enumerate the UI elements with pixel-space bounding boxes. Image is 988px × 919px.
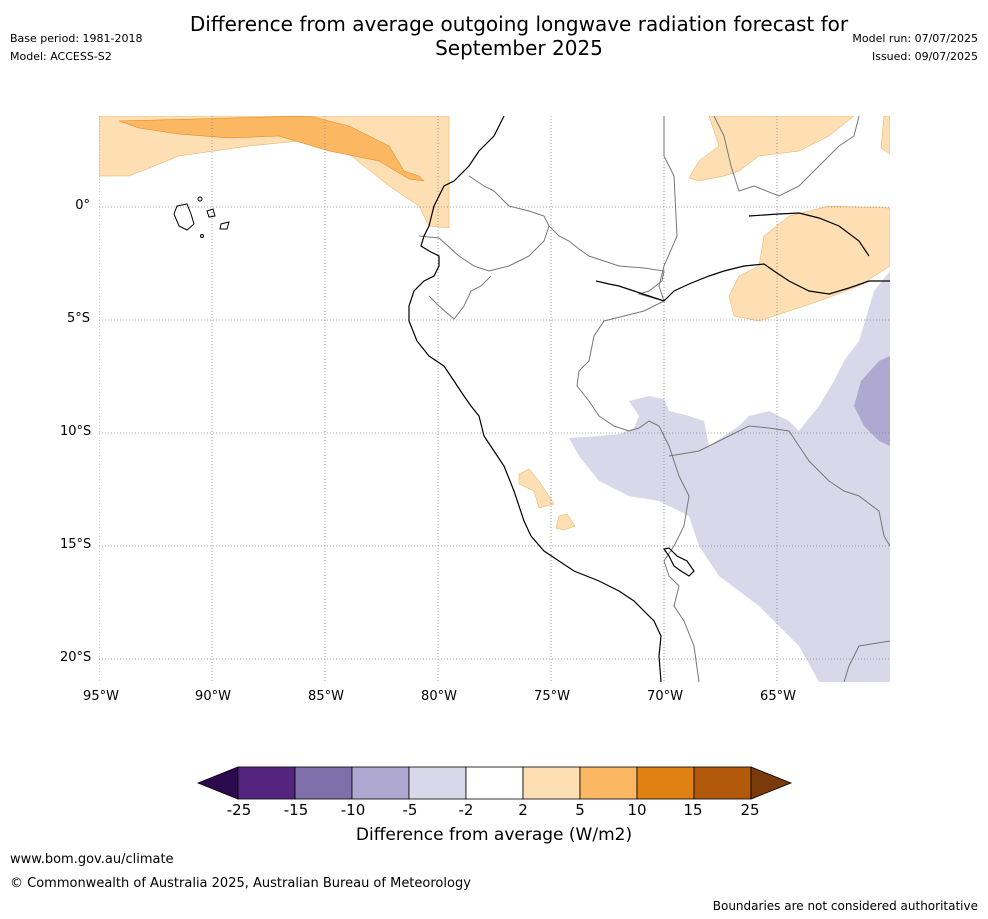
anomaly-area-ocean-1: [518, 468, 555, 509]
anomaly-area-ne: [688, 116, 855, 182]
colorbar-tick: -15: [283, 801, 309, 819]
river-amazon: [595, 263, 890, 302]
meta-right: Model run: 07/07/2025 Issued: 09/07/2025: [852, 30, 978, 66]
country-borders: [418, 116, 890, 682]
negative-anomaly-areas: [569, 271, 890, 682]
anomaly-area-orange: [118, 116, 425, 182]
lon-label-65w: 65°W: [760, 689, 796, 704]
lat-label-15s: 15°S: [60, 537, 92, 552]
lon-label-85w: 85°W: [308, 689, 344, 704]
lon-label-90w: 90°W: [195, 689, 231, 704]
coast-pacific: [408, 116, 662, 682]
footer-url[interactable]: www.bom.gov.au/climate: [10, 852, 174, 867]
border-ne: [713, 116, 860, 197]
colorbar-label: Difference from average (W/m2): [355, 825, 633, 845]
anomaly-area-violet: [854, 356, 890, 446]
border-peru-lower: [428, 275, 492, 320]
colorbar-segment: [408, 766, 467, 800]
lon-label-95w: 95°W: [83, 689, 119, 704]
anomaly-map: [99, 116, 890, 682]
anomaly-area-lavender: [569, 271, 890, 682]
river-negro: [748, 212, 870, 257]
lat-label-10s: 10°S: [60, 424, 92, 439]
base-period: Base period: 1981-2018: [10, 32, 143, 45]
border-se: [843, 640, 890, 682]
colorbar-segment: [465, 766, 524, 800]
colorbar-arrow-low: [196, 766, 239, 800]
colorbar-arrow-high: [750, 766, 793, 800]
lon-label-70w: 70°W: [647, 689, 683, 704]
island-santa-cruz: [206, 208, 216, 218]
issued-date: Issued: 09/07/2025: [871, 50, 978, 63]
galapagos-islands: [173, 196, 230, 238]
colorbar-tick: -2: [458, 801, 474, 819]
colorbar: [196, 766, 793, 800]
colorbar-tick: 5: [575, 801, 585, 819]
anomaly-area-ne-edge: [880, 116, 890, 155]
colorbar-segment: [294, 766, 353, 800]
lon-label-80w: 80°W: [421, 689, 457, 704]
colorbar-tick: -5: [402, 801, 418, 819]
border-north: [658, 116, 678, 302]
coastline: [408, 116, 890, 682]
colorbar-tick: -10: [340, 801, 366, 819]
lat-label-0: 0°: [75, 198, 90, 213]
colorbar-tick: 2: [518, 801, 528, 819]
anomaly-area-ocean-2: [555, 513, 576, 531]
border-chile-bolivia: [673, 585, 700, 682]
colorbar-segment: [522, 766, 581, 800]
lon-label-75w: 75°W: [534, 689, 570, 704]
colorbar-segment: [636, 766, 695, 800]
colorbar-tick: 15: [683, 801, 703, 819]
island-small-2: [200, 234, 204, 238]
colorbar-segment: [351, 766, 410, 800]
colorbar-segment: [579, 766, 638, 800]
border-colombia-ecuador: [468, 175, 665, 302]
island-san-cristobal: [219, 221, 230, 230]
footer-copyright: © Commonwealth of Australia 2025, Austra…: [10, 876, 471, 891]
colorbar-tick: 25: [740, 801, 760, 819]
colorbar-tick: 10: [627, 801, 647, 819]
lat-label-20s: 20°S: [60, 650, 92, 665]
island-small-1: [197, 196, 203, 202]
model-run: Model run: 07/07/2025: [852, 32, 978, 45]
colorbar-segment: [237, 766, 296, 800]
boundaries-note: Boundaries are not considered authoritat…: [712, 899, 978, 913]
lake-titicaca: [662, 547, 695, 577]
border-bolivia: [668, 425, 890, 547]
colorbar-segment: [693, 766, 752, 800]
border-peru-brazil: [576, 300, 690, 587]
meta-left: Base period: 1981-2018 Model: ACCESS-S2: [10, 30, 142, 66]
colorbar-tick: -25: [226, 801, 252, 819]
model-name: Model: ACCESS-S2: [10, 50, 112, 63]
anomaly-area-east: [728, 205, 890, 322]
lat-label-5s: 5°S: [66, 311, 90, 326]
island-isabela: [173, 203, 195, 231]
border-ecuador-peru: [418, 225, 550, 272]
graticule: [99, 116, 890, 682]
map-title: Difference from average outgoing longwav…: [189, 12, 849, 60]
